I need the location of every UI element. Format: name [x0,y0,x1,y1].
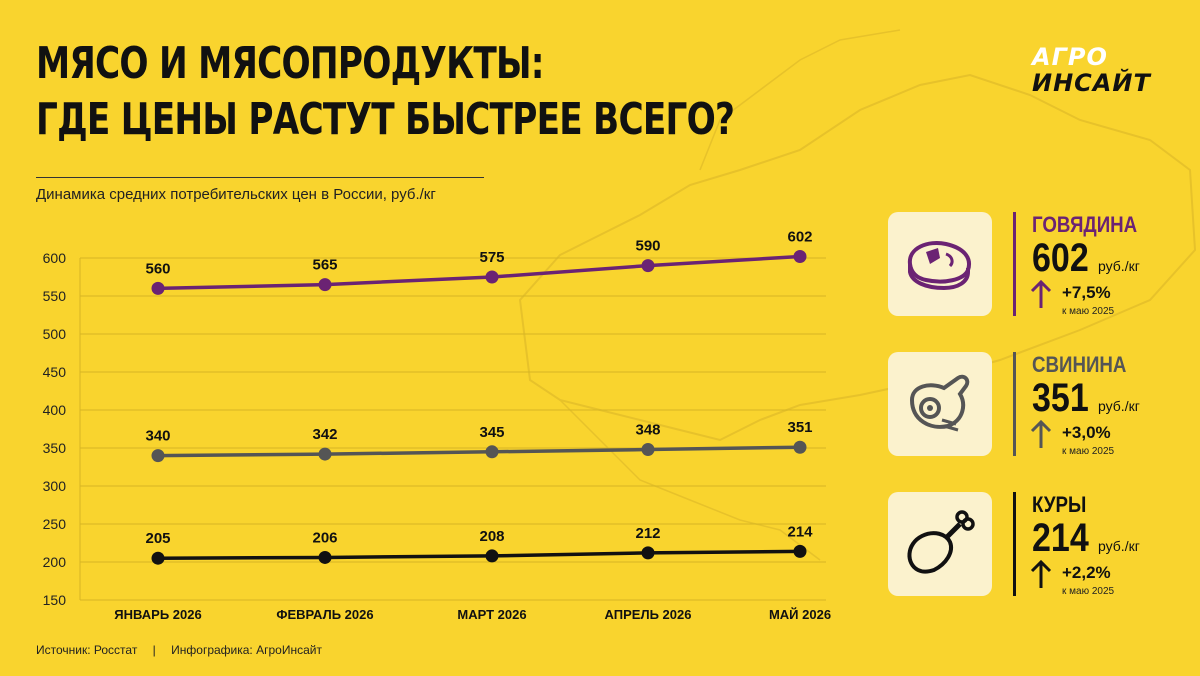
y-tick-label: 600 [43,250,67,266]
data-point [641,259,655,273]
arrow-up-icon [1030,560,1052,588]
title-line-1: МЯСО И МЯСОПРОДУКТЫ: [36,38,545,89]
card-pork-since: к маю 2025 [1062,446,1115,457]
data-label: 560 [145,260,170,277]
y-tick-label: 250 [43,516,67,532]
footer-separator: | [152,643,156,657]
data-label: 212 [635,525,660,542]
data-label: 575 [479,249,504,266]
y-tick-label: 150 [43,592,67,608]
page-title: МЯСО И МЯСОПРОДУКТЫ: ГДЕ ЦЕНЫ РАСТУТ БЫС… [36,36,735,148]
data-label: 205 [145,530,170,547]
footer: Источник: Росстат | Инфографика: АгроИнс… [36,643,322,657]
card-chicken-change: +2,2% [1062,563,1111,582]
card-chicken-since: к маю 2025 [1062,586,1115,597]
chicken-icon-box [888,492,992,596]
x-category-label: АПРЕЛЬ 2026 [605,607,692,622]
data-label: 208 [479,528,504,545]
card-beef-unit: руб./кг [1098,258,1140,274]
chart-subtitle: Динамика средних потребительских цен в Р… [36,186,436,203]
data-point [793,544,807,558]
data-label: 206 [312,529,337,546]
y-tick-label: 500 [43,326,67,342]
data-label: 602 [787,228,812,245]
data-label: 342 [312,426,337,443]
y-tick-label: 200 [43,554,67,570]
steak-icon [907,241,971,291]
data-label: 214 [787,523,813,540]
card-pork-name: СВИНИНА [1032,352,1127,377]
card-chicken-accent-bar [1013,492,1016,596]
y-tick-label: 400 [43,402,67,418]
logo-line-1: АГРО [1032,43,1108,71]
data-point [151,449,165,463]
y-tick-label: 550 [43,288,67,304]
chicken-leg-icon [907,510,975,574]
card-beef: ГОВЯДИНА 602 руб./кг +7,5% к маю 2025 [888,212,1158,320]
data-point [485,549,499,563]
data-point [318,550,332,564]
card-chicken: КУРЫ 214 руб./кг +2,2% к маю 2025 [888,492,1158,600]
card-pork: СВИНИНА 351 руб./кг +3,0% к маю 2025 [888,352,1158,460]
y-tick-label: 350 [43,440,67,456]
card-chicken-unit: руб./кг [1098,538,1140,554]
card-chicken-name: КУРЫ [1032,492,1087,517]
data-point [641,546,655,560]
card-beef-price: 602 [1032,236,1089,280]
card-pork-price: 351 [1032,376,1089,420]
brand-logo: АГРО ИНСАЙТ [1032,44,1162,96]
x-category-label: ЯНВАРЬ 2026 [114,607,201,622]
title-divider [36,177,484,178]
data-label: 340 [145,428,170,445]
x-category-label: ФЕВРАЛЬ 2026 [276,607,373,622]
data-label: 348 [635,422,660,439]
credit-note: Инфографика: АгроИнсайт [171,643,322,657]
data-point [485,445,499,459]
card-pork-change: +3,0% [1062,423,1111,442]
data-label: 351 [787,419,812,436]
x-category-label: МАРТ 2026 [457,607,526,622]
pork-ham-icon [909,374,970,432]
data-point [641,443,655,457]
data-point [793,249,807,263]
beef-icon-box [888,212,992,316]
y-tick-label: 450 [43,364,67,380]
card-beef-since: к маю 2025 [1062,306,1115,317]
data-point [151,281,165,295]
arrow-up-icon [1030,420,1052,448]
card-beef-name: ГОВЯДИНА [1032,212,1138,237]
data-label: 345 [479,424,504,441]
y-tick-label: 300 [43,478,67,494]
card-chicken-price: 214 [1032,516,1089,560]
card-beef-change: +7,5% [1062,283,1111,302]
data-point [151,551,165,565]
title-line-2: ГДЕ ЦЕНЫ РАСТУТ БЫСТРЕЕ ВСЕГО? [36,94,735,145]
card-pork-accent-bar [1013,352,1016,456]
series-line [157,549,801,560]
data-label: 565 [312,257,337,274]
data-point [318,278,332,292]
card-beef-accent-bar [1013,212,1016,316]
data-point [793,440,807,454]
pork-icon-box [888,352,992,456]
data-point [318,447,332,461]
data-point [485,270,499,284]
x-category-label: МАЙ 2026 [769,607,831,622]
source-note: Источник: Росстат [36,643,138,657]
data-label: 590 [635,238,660,255]
logo-line-2: ИНСАЙТ [1032,69,1151,97]
arrow-up-icon [1030,280,1052,308]
card-pork-unit: руб./кг [1098,398,1140,414]
